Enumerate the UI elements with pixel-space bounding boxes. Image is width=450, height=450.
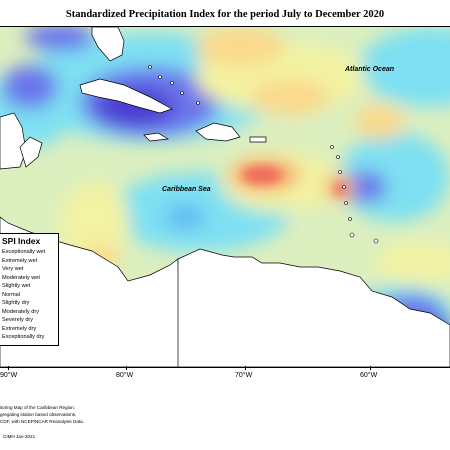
note-line: CDF, with NCEP/NCAR Reanalysis Data. bbox=[0, 419, 84, 424]
legend-item: Moderately wet bbox=[0, 274, 58, 283]
map-note: itoring Map of the Caribbean Region. gre… bbox=[0, 404, 120, 425]
caribbean-label: Caribbean Sea bbox=[162, 186, 211, 193]
legend-items: Exceptionally wet Extremely wet Very wet Mo… bbox=[0, 248, 58, 342]
credit: CIMH Jan-2021 bbox=[3, 434, 36, 439]
legend-label: Extremely dry bbox=[2, 325, 37, 332]
legend-label: Very wet bbox=[2, 266, 24, 273]
legend-label: Extremely wet bbox=[2, 257, 38, 264]
legend-item: Slightly dry bbox=[0, 299, 58, 308]
legend-label: Slightly wet bbox=[2, 283, 31, 290]
legend-item: Extremely wet bbox=[0, 257, 58, 266]
islands bbox=[148, 65, 379, 244]
legend-label: Normal bbox=[2, 291, 21, 298]
tick-label: 70°W bbox=[235, 372, 253, 379]
legend-item: Severely dry bbox=[0, 316, 58, 325]
legend-item: Slightly wet bbox=[0, 282, 58, 291]
legend-label: Severely dry bbox=[2, 317, 34, 324]
legend-label: Moderately dry bbox=[2, 308, 39, 315]
legend-item: Normal bbox=[0, 291, 58, 300]
tick-label: 90°W bbox=[0, 372, 18, 379]
atlantic-label: Atlantic Ocean bbox=[344, 66, 394, 73]
map-title: Standardized Precipitation Index for the… bbox=[65, 9, 385, 20]
legend-label: Moderately wet bbox=[2, 274, 40, 281]
legend-label: Exceptionally wet bbox=[2, 249, 46, 256]
legend-item: Exceptionally wet bbox=[0, 248, 58, 257]
note-line: itoring Map of the Caribbean Region. bbox=[0, 405, 76, 410]
legend-item: Moderately dry bbox=[0, 308, 58, 317]
legend-item: Extremely dry bbox=[0, 325, 58, 334]
legend-label: Exceptionally dry bbox=[2, 334, 45, 341]
legend-item: Very wet bbox=[0, 265, 58, 274]
legend-title: SPI Index bbox=[2, 236, 41, 246]
legend-item: Exceptionally dry bbox=[0, 333, 58, 342]
legend-label: Slightly dry bbox=[2, 300, 30, 307]
note-line: gregating station based observations, bbox=[0, 412, 77, 417]
tick-label: 80°W bbox=[116, 372, 134, 379]
spi-legend: SPI Index Exceptionally wet Extremely wet… bbox=[0, 233, 59, 346]
spi-map: Atlantic Ocean Caribbean Sea bbox=[0, 26, 450, 368]
tick-label: 60°W bbox=[360, 372, 378, 379]
